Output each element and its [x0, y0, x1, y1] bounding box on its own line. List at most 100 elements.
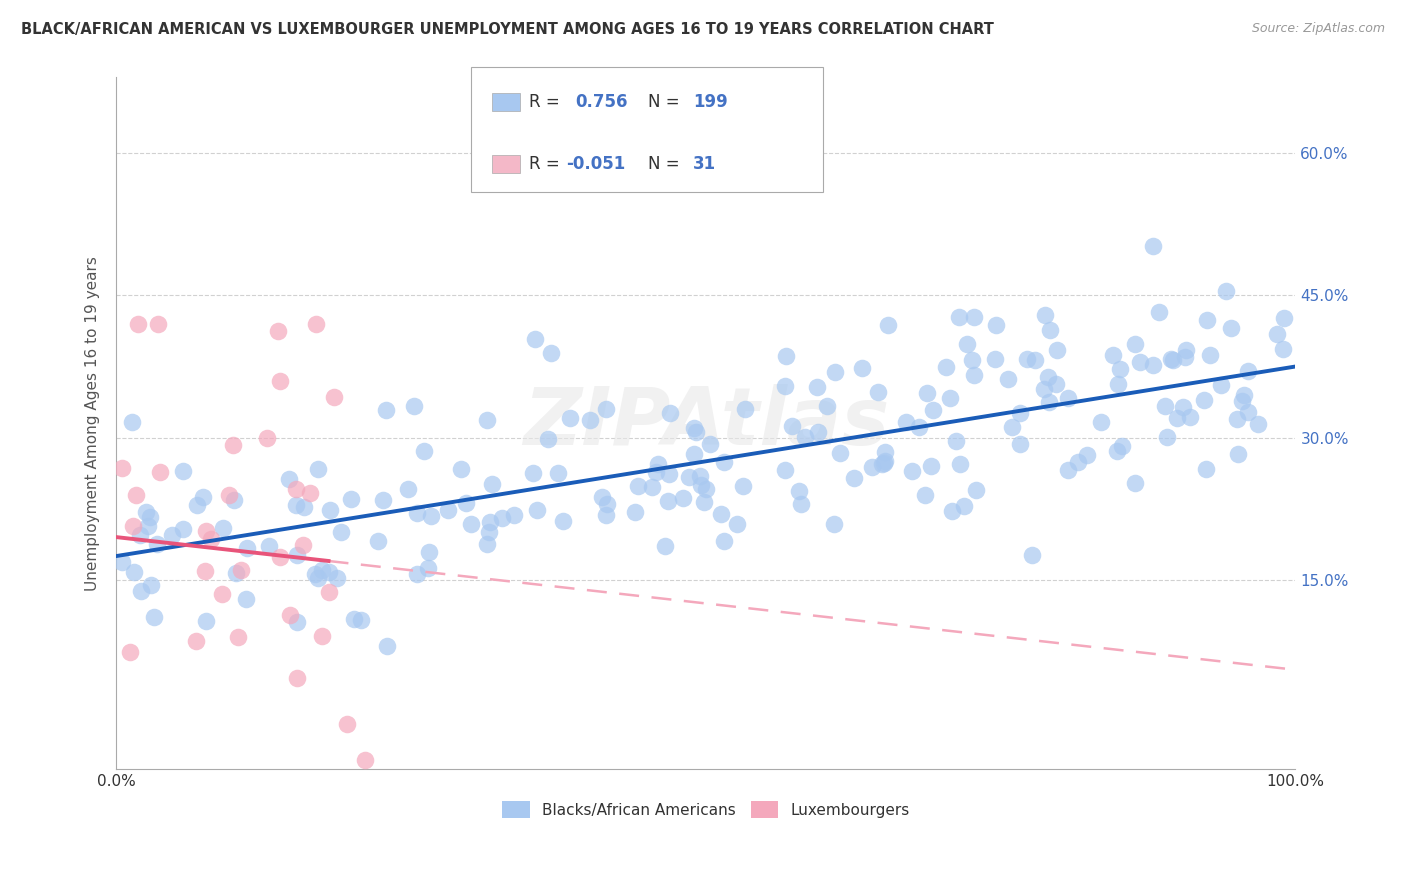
Point: [678, 470, 700, 484]
Point: [285, 482, 308, 496]
Point: [1198, 347, 1220, 361]
Point: [627, 479, 650, 493]
Point: [1237, 364, 1260, 378]
Point: [1001, 419, 1024, 434]
Point: [725, 517, 748, 532]
Point: [139, 510, 162, 524]
Point: [1142, 239, 1164, 253]
Point: [146, 537, 169, 551]
Point: [1232, 393, 1254, 408]
Point: [877, 318, 900, 333]
Point: [111, 555, 134, 569]
Point: [396, 482, 419, 496]
Point: [860, 460, 883, 475]
Point: [945, 434, 967, 448]
Point: [830, 446, 852, 460]
Point: [375, 639, 398, 653]
Point: [935, 360, 957, 375]
Point: [125, 488, 148, 502]
Point: [194, 564, 217, 578]
Point: [1160, 351, 1182, 366]
Point: [1090, 415, 1112, 429]
Point: [1215, 285, 1237, 299]
Point: [657, 493, 679, 508]
Point: [1015, 351, 1038, 366]
Point: [307, 571, 329, 585]
Point: [1039, 323, 1062, 337]
Point: [131, 584, 153, 599]
Point: [1038, 395, 1060, 409]
Point: [963, 310, 986, 325]
Point: [285, 548, 308, 562]
Point: [354, 753, 377, 767]
Point: [773, 378, 796, 392]
Point: [1125, 337, 1147, 351]
Text: Source: ZipAtlas.com: Source: ZipAtlas.com: [1251, 22, 1385, 36]
Point: [1180, 410, 1202, 425]
Point: [1226, 412, 1249, 426]
Point: [920, 458, 942, 473]
Point: [1035, 309, 1057, 323]
Point: [682, 447, 704, 461]
Point: [122, 565, 145, 579]
Point: [986, 318, 1008, 332]
Point: [1265, 327, 1288, 342]
Point: [537, 432, 560, 446]
Point: [672, 491, 695, 505]
Point: [1076, 448, 1098, 462]
Point: [689, 478, 711, 492]
Text: R =: R =: [529, 155, 565, 173]
Point: [287, 615, 309, 630]
Point: [478, 525, 501, 540]
Point: [1271, 343, 1294, 357]
Point: [1036, 370, 1059, 384]
Point: [318, 585, 340, 599]
Point: [522, 466, 544, 480]
Point: [121, 415, 143, 429]
Text: N =: N =: [648, 155, 685, 173]
Point: [1021, 548, 1043, 562]
Point: [713, 455, 735, 469]
Point: [405, 506, 427, 520]
Legend: Blacks/African Americans, Luxembourgers: Blacks/African Americans, Luxembourgers: [496, 795, 915, 824]
Point: [236, 541, 259, 556]
Point: [815, 400, 838, 414]
Point: [1108, 361, 1130, 376]
Point: [807, 425, 830, 439]
Point: [326, 571, 349, 585]
Point: [419, 508, 441, 523]
Point: [773, 463, 796, 477]
Point: [1045, 376, 1067, 391]
Point: [1153, 399, 1175, 413]
Point: [984, 351, 1007, 366]
Point: [658, 406, 681, 420]
Point: [647, 457, 669, 471]
Point: [624, 505, 647, 519]
Point: [1173, 400, 1195, 414]
Point: [1149, 305, 1171, 319]
Point: [186, 498, 208, 512]
Point: [1195, 462, 1218, 476]
Point: [373, 493, 395, 508]
Text: 31: 31: [693, 155, 716, 173]
Point: [710, 507, 733, 521]
Text: ZIPAtlas: ZIPAtlas: [523, 384, 889, 462]
Point: [1057, 391, 1080, 405]
Point: [454, 496, 477, 510]
Point: [418, 560, 440, 574]
Point: [278, 472, 301, 486]
Point: [224, 493, 246, 508]
Text: 199: 199: [693, 93, 728, 111]
Point: [148, 466, 170, 480]
Point: [901, 464, 924, 478]
Point: [491, 511, 513, 525]
Text: N =: N =: [648, 93, 685, 111]
Point: [734, 401, 756, 416]
Point: [122, 519, 145, 533]
Point: [311, 629, 333, 643]
Point: [350, 613, 373, 627]
Point: [794, 430, 817, 444]
Point: [952, 499, 974, 513]
Point: [851, 360, 873, 375]
Point: [1032, 382, 1054, 396]
